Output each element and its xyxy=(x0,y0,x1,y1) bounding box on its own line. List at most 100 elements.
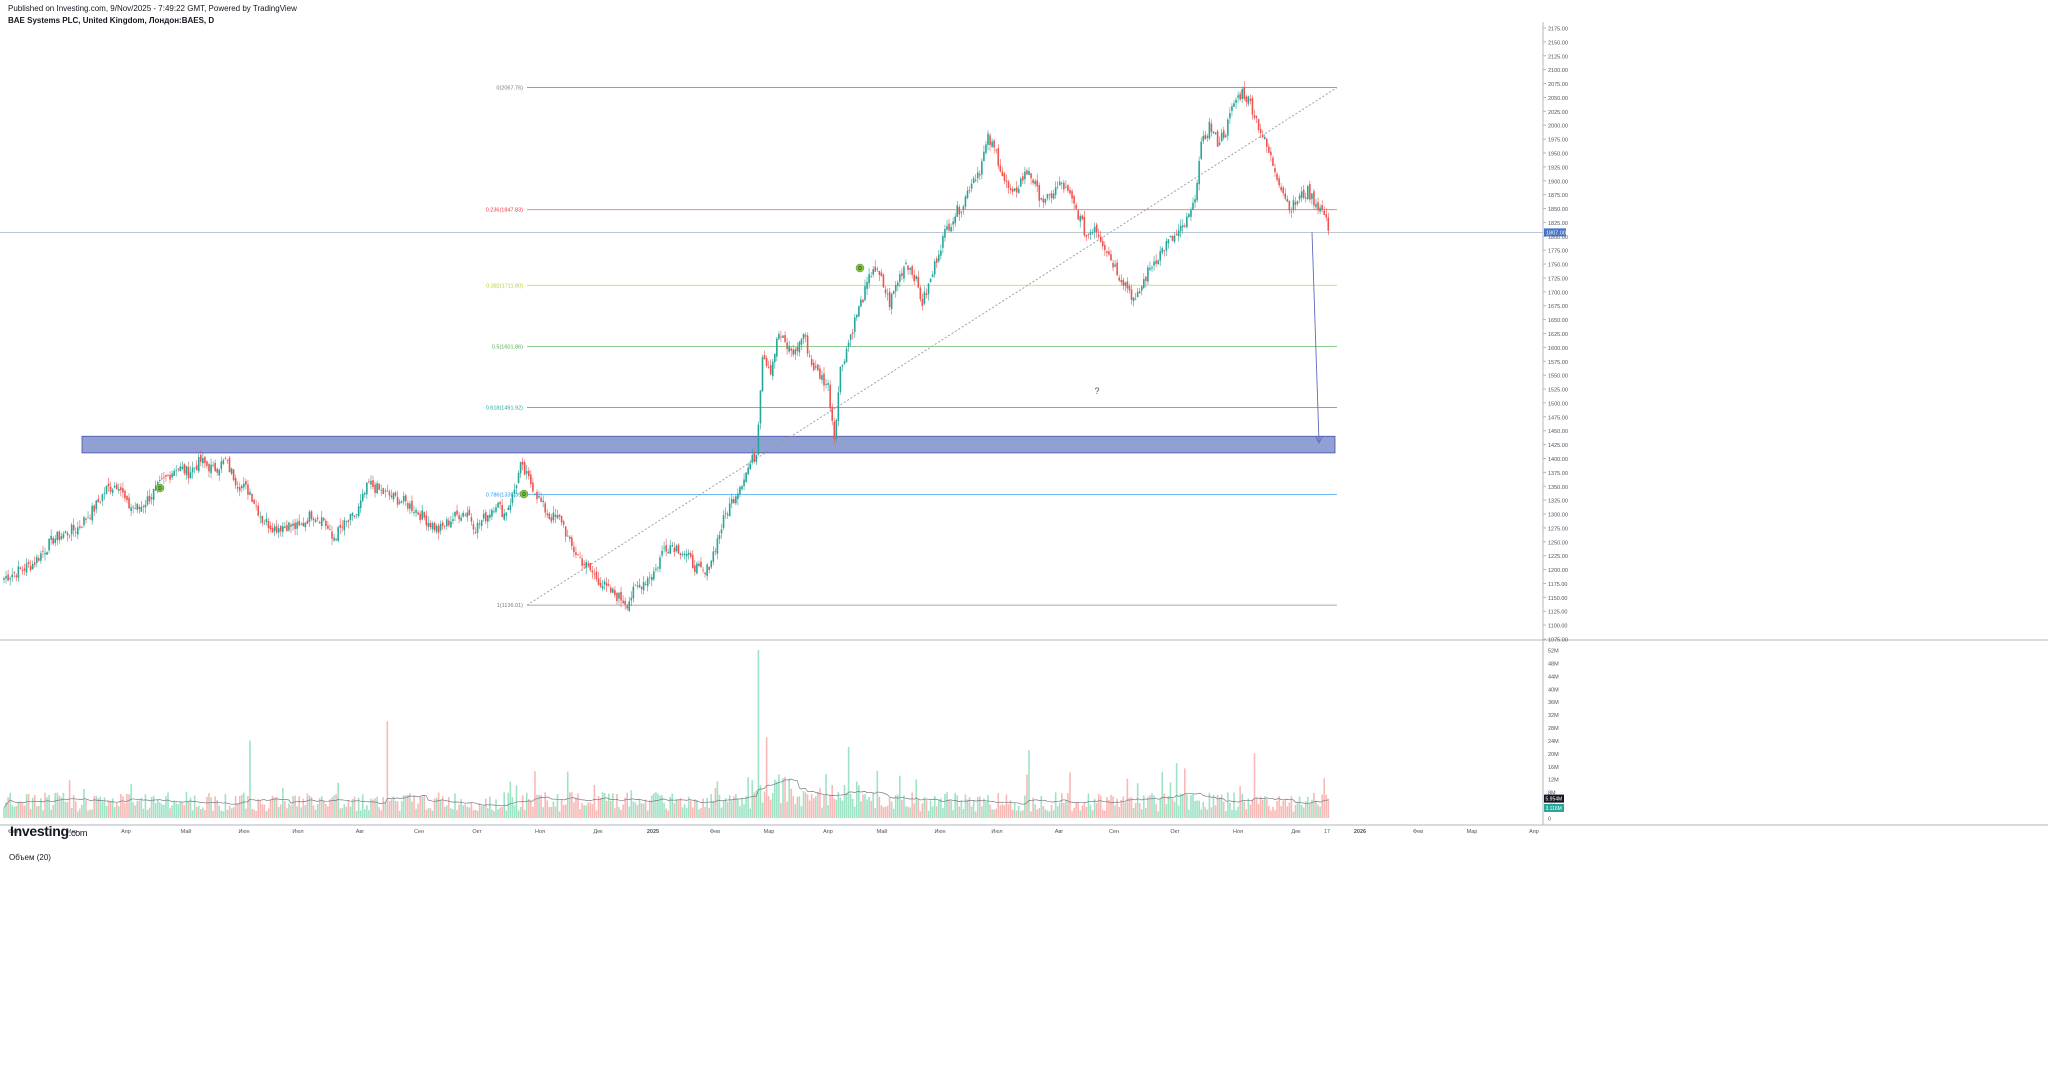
candle-body xyxy=(446,519,448,527)
price-tick-label: 2075.00 xyxy=(1548,82,1568,88)
volume-bar xyxy=(1255,797,1258,818)
candle-body xyxy=(704,572,706,575)
volume-bar xyxy=(579,809,581,818)
volume-bar xyxy=(261,804,264,818)
volume-bar xyxy=(1171,798,1174,818)
volume-bar xyxy=(1198,800,1200,818)
candle-body xyxy=(544,503,546,513)
candle-body xyxy=(1198,161,1200,185)
candle-body xyxy=(314,519,317,522)
volume-bar xyxy=(739,805,741,818)
candle-body xyxy=(29,565,32,571)
volume-bar xyxy=(1241,793,1243,818)
candle-body xyxy=(306,520,309,524)
volume-bar xyxy=(351,798,354,818)
candle-body xyxy=(214,462,216,472)
candle-body xyxy=(169,474,171,480)
candle-body xyxy=(796,347,799,352)
candle-body xyxy=(284,526,286,529)
volume-bar xyxy=(437,792,440,818)
volume-bar xyxy=(1311,799,1313,818)
volume-bar xyxy=(843,785,846,818)
volume-bar xyxy=(712,800,715,818)
candle-body xyxy=(999,165,1002,172)
volume-bar xyxy=(642,803,645,818)
candle-body xyxy=(290,524,292,527)
volume-bar xyxy=(827,805,829,818)
candle-body xyxy=(550,517,553,522)
volume-bar xyxy=(864,794,866,818)
candle-body xyxy=(923,291,926,304)
volume-bar xyxy=(220,810,223,818)
candle-body xyxy=(11,574,13,578)
volume-bar xyxy=(591,803,594,818)
fib-level-label: 1(1136.01) xyxy=(497,603,523,609)
candle-body xyxy=(261,515,264,523)
volume-tick-label: 28M xyxy=(1548,726,1559,732)
volume-bar xyxy=(675,798,678,818)
candle-body xyxy=(429,522,432,528)
candle-body xyxy=(1099,236,1102,242)
volume-bar xyxy=(1266,798,1268,818)
volume-bar xyxy=(466,806,469,818)
volume-bar xyxy=(534,771,536,818)
volume-bar xyxy=(23,805,26,818)
candle-body xyxy=(1192,202,1194,210)
volume-bar xyxy=(954,792,956,818)
volume-bar xyxy=(476,810,479,818)
candle-body xyxy=(976,172,979,179)
volume-bar xyxy=(1020,811,1022,818)
candle-body xyxy=(1325,214,1328,218)
volume-bar xyxy=(1274,810,1276,818)
support-zone xyxy=(81,435,1336,454)
volume-bar xyxy=(1208,792,1211,818)
volume-bar xyxy=(860,801,862,818)
volume-bar xyxy=(653,793,655,818)
candle-body xyxy=(3,578,5,580)
volume-bar xyxy=(1317,804,1319,818)
candle-body xyxy=(489,514,491,518)
candle-body xyxy=(218,469,221,476)
candle-body xyxy=(407,503,409,509)
candle-body xyxy=(204,456,206,463)
volume-bar xyxy=(1196,800,1198,818)
candle-body xyxy=(1007,181,1010,189)
volume-bar xyxy=(1161,771,1164,818)
candle-body xyxy=(1061,182,1063,184)
candle-body xyxy=(1200,141,1202,159)
candle-body xyxy=(1065,186,1067,188)
volume-bar xyxy=(48,795,50,818)
volume-bar xyxy=(759,785,762,818)
volume-bar xyxy=(384,802,387,818)
volume-bar xyxy=(292,796,294,818)
candle-body xyxy=(1319,207,1321,212)
volume-bar xyxy=(290,805,292,818)
volume-bar xyxy=(179,801,182,818)
volume-bar xyxy=(888,797,891,818)
volume-bar xyxy=(230,808,233,818)
time-tick-label: Мар xyxy=(764,829,775,835)
candle-body xyxy=(21,569,24,571)
candle-body xyxy=(183,464,186,474)
volume-bar xyxy=(979,796,981,818)
volume-bar xyxy=(9,792,11,818)
volume-bar xyxy=(560,800,563,818)
volume-bar xyxy=(884,806,887,818)
candle-body xyxy=(626,605,628,609)
time-tick-label: Фев xyxy=(1413,829,1423,835)
candle-body xyxy=(1206,136,1209,138)
volume-bar xyxy=(655,792,657,818)
candle-body xyxy=(1044,198,1047,203)
volume-bar xyxy=(544,792,546,818)
candle-body xyxy=(819,368,821,379)
volume-bar xyxy=(380,810,382,818)
volume-bar xyxy=(304,805,307,818)
volume-bar xyxy=(120,793,122,818)
volume-bar xyxy=(706,797,708,818)
candle-body xyxy=(202,458,204,464)
dividend-marker xyxy=(855,263,865,273)
time-tick-label: Дек xyxy=(1291,829,1301,835)
time-tick-label: Ноя xyxy=(535,829,545,835)
volume-bar xyxy=(204,810,206,818)
